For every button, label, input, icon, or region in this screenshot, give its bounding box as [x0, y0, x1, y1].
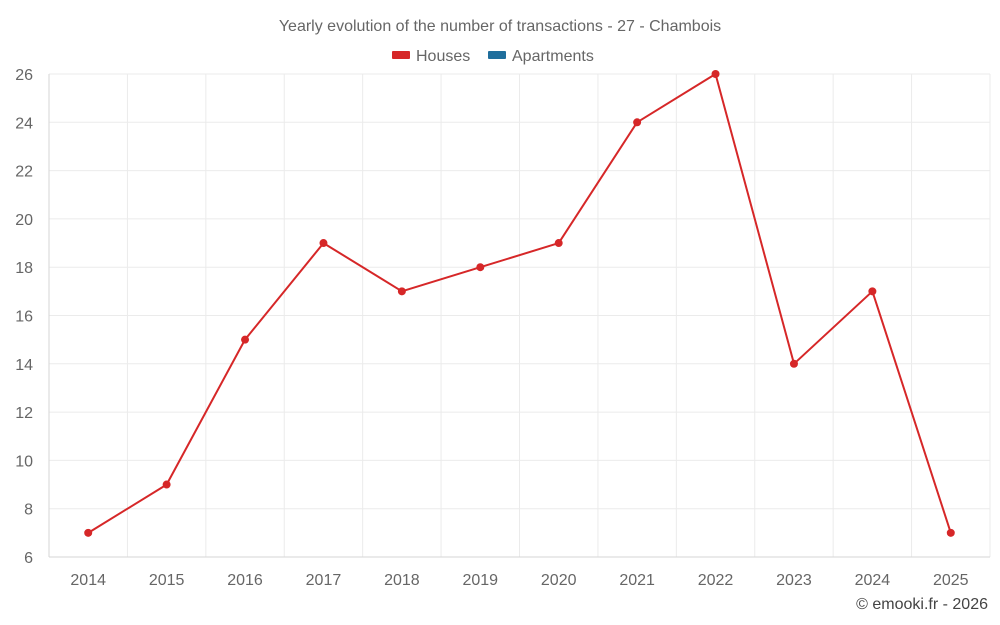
data-point-houses-2017[interactable] [319, 239, 328, 248]
x-tick-label: 2022 [698, 572, 734, 589]
y-tick-label: 6 [24, 550, 33, 567]
data-point-houses-2021[interactable] [633, 118, 642, 127]
x-tick-label: 2018 [384, 572, 420, 589]
y-axis-ticks: 6 8 10 12 14 16 18 20 22 24 26 [15, 67, 33, 567]
x-tick-label: 2016 [227, 572, 263, 589]
x-tick-label: 2019 [462, 572, 498, 589]
y-tick-label: 18 [15, 260, 33, 277]
data-point-houses-2025[interactable] [946, 528, 955, 537]
y-tick-label: 26 [15, 67, 33, 84]
series [84, 70, 955, 537]
data-point-houses-2016[interactable] [241, 335, 250, 344]
x-tick-label: 2023 [776, 572, 812, 589]
x-tick-label: 2020 [541, 572, 577, 589]
legend-item-houses[interactable]: Houses [392, 48, 470, 65]
data-point-houses-2014[interactable] [84, 528, 93, 537]
x-axis-ticks: 2014 2015 2016 2017 2018 2019 2020 2021 2022 2023… [70, 572, 968, 589]
series-line-houses [87, 73, 952, 534]
y-tick-label: 22 [15, 164, 33, 181]
legend-swatch-apartments [488, 51, 506, 59]
x-tick-label: 2017 [306, 572, 342, 589]
y-tick-label: 16 [15, 309, 33, 326]
y-tick-label: 20 [15, 212, 33, 229]
legend-label-houses: Houses [416, 48, 470, 65]
x-tick-label: 2014 [70, 572, 106, 589]
y-tick-label: 10 [15, 453, 33, 470]
x-tick-label: 2024 [855, 572, 891, 589]
chart-title: Yearly evolution of the number of transa… [279, 18, 721, 35]
legend-item-apartments[interactable]: Apartments [488, 48, 594, 65]
data-point-houses-2015[interactable] [162, 480, 171, 489]
y-tick-label: 24 [15, 115, 33, 132]
y-tick-label: 14 [15, 357, 33, 374]
data-point-houses-2019[interactable] [476, 263, 485, 272]
data-point-houses-2018[interactable] [397, 287, 406, 296]
legend-swatch-houses [392, 51, 410, 59]
y-tick-label: 12 [15, 405, 33, 422]
legend-label-apartments: Apartments [512, 48, 594, 65]
x-tick-label: 2025 [933, 572, 969, 589]
legend: Houses Apartments [392, 48, 594, 65]
x-tick-label: 2015 [149, 572, 185, 589]
x-tick-label: 2021 [619, 572, 655, 589]
credit-text: © emooki.fr - 2026 [856, 596, 988, 613]
data-point-houses-2020[interactable] [554, 239, 563, 248]
grid [48, 73, 991, 558]
axes [48, 74, 990, 558]
data-point-houses-2024[interactable] [868, 287, 877, 296]
y-tick-label: 8 [24, 502, 33, 519]
data-point-houses-2022[interactable] [711, 70, 720, 78]
data-point-houses-2023[interactable] [789, 359, 798, 368]
